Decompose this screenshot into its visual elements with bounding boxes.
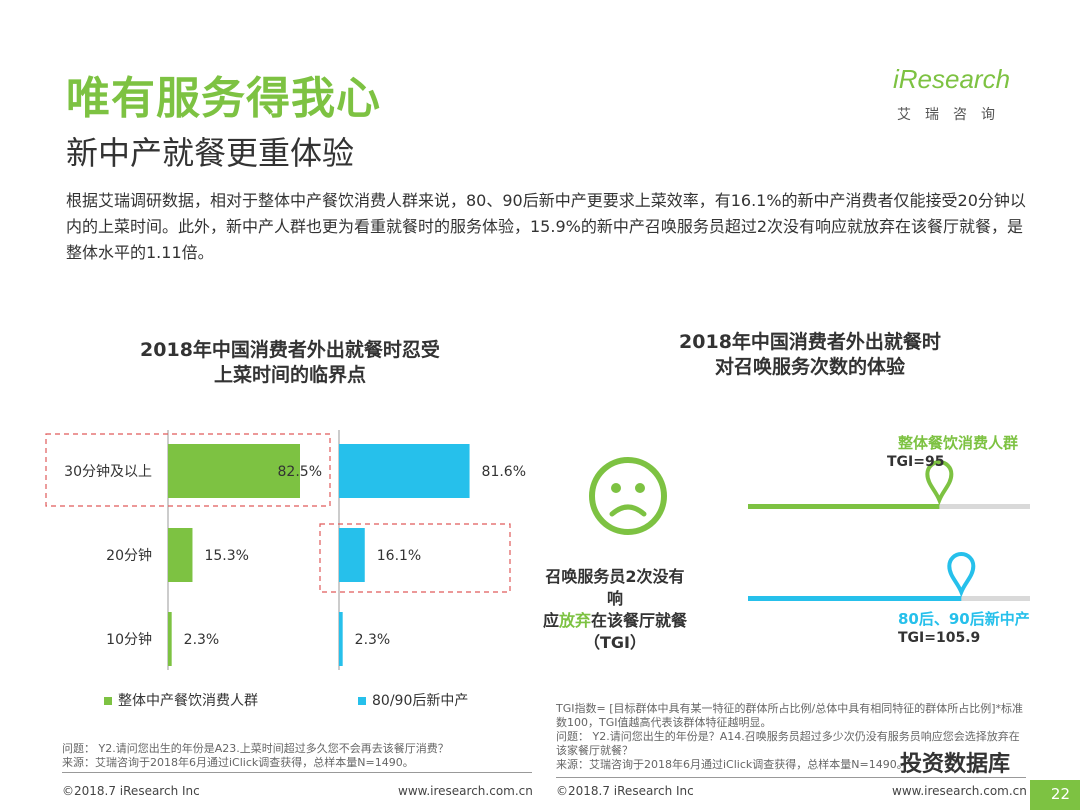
face-caption-part2b: 在该餐厅就餐 xyxy=(591,611,688,630)
bar-2 xyxy=(339,528,365,582)
left-notes: 问题： Y2.请问您出生的年份是A23.上菜时间超过多久您不会再去该餐厅消费？ … xyxy=(62,742,532,770)
legend-label-series1: 整体中产餐饮消费人群 xyxy=(118,693,258,709)
category-label: 30分钟及以上 xyxy=(64,463,152,480)
series1-tgi-label: TGI=95 xyxy=(887,454,944,470)
series2-name-label: 80后、90后新中产 xyxy=(898,610,1030,628)
iresearch-logo: iResearch 艾瑞咨询 xyxy=(893,64,1033,124)
value-label: 81.6% xyxy=(482,464,526,480)
legend-swatch-blue xyxy=(358,697,366,705)
right-chart-title-line1: 2018年中国消费者外出就餐时 xyxy=(679,331,941,353)
left-chart-title: 2018年中国消费者外出就餐时忍受 上菜时间的临界点 xyxy=(100,338,480,388)
page-title: 唯有服务得我心 xyxy=(66,73,381,124)
left-copyright: ©2018.7 iResearch Inc xyxy=(62,784,200,798)
face-caption: 召唤服务员2次没有响 应放弃在该餐厅就餐 （TGI） xyxy=(540,566,690,654)
left-url: www.iresearch.com.cn xyxy=(398,784,533,798)
right-source: 来源：艾瑞咨询于2018年6月通过iClick调查获得，总样本量N=1490。 xyxy=(556,758,908,771)
face-caption-part2a: 应 xyxy=(542,611,559,630)
left-divider xyxy=(62,772,532,773)
right-divider xyxy=(556,777,1026,778)
right-chart-title-line2: 对召唤服务次数的体验 xyxy=(714,356,905,378)
right-tgi-chart: 整体餐饮消费人群 TGI=95 80后、90后新中产 TGI=105.9 xyxy=(748,434,1030,646)
right-tgi-note: TGI指数= [目标群体中具有某一特征的群体所占比例/总体中具有相同特征的群体所… xyxy=(556,702,1023,729)
bar-1 xyxy=(168,612,172,666)
series2-tgi-label: TGI=105.9 xyxy=(898,630,980,646)
right-copyright: ©2018.7 iResearch Inc xyxy=(556,784,694,798)
right-chart-title: 2018年中国消费者外出就餐时 对召唤服务次数的体验 xyxy=(620,330,1000,380)
value-label: 2.3% xyxy=(184,632,220,648)
face-caption-highlight: 放弃 xyxy=(558,611,591,630)
face-caption-line2: 应放弃在该餐厅就餐 xyxy=(540,610,690,632)
sad-face-icon xyxy=(589,457,667,535)
category-label: 20分钟 xyxy=(106,547,152,564)
face-caption-line1: 召唤服务员2次没有响 xyxy=(545,567,685,608)
page-number: 22 xyxy=(1050,785,1070,803)
value-label: 15.3% xyxy=(204,548,248,564)
right-url: www.iresearch.com.cn xyxy=(892,784,1027,798)
watermark-text: 投资数据库 xyxy=(900,752,1011,777)
right-question: 问题： Y2.请问您出生的年份是？A14.召唤服务员超过多少次仍没有服务员响应您… xyxy=(556,730,1020,757)
legend-label-series2: 80/90后新中产 xyxy=(372,693,469,709)
face-caption-line3: （TGI） xyxy=(583,633,646,652)
left-bar-chart: 30分钟及以上 82.5% 81.6% 20分钟 15.3% 16.1% 10分钟 2.3% 2… xyxy=(45,430,526,670)
tgi-bar-1 xyxy=(748,504,940,509)
right-bars-group xyxy=(748,460,976,601)
tgi-bar-2 xyxy=(748,596,962,601)
bar-1 xyxy=(168,528,193,582)
value-label: 82.5% xyxy=(278,464,322,480)
right-notes: TGI指数= [目标群体中具有某一特征的群体所占比例/总体中具有相同特征的群体所… xyxy=(556,702,1026,772)
bar-1 xyxy=(168,444,300,498)
value-label: 16.1% xyxy=(377,548,421,564)
map-pin-shape xyxy=(925,460,954,506)
highlight-box-30min xyxy=(45,433,331,507)
page-subtitle: 新中产就餐更重体验 xyxy=(66,134,355,172)
map-pin-icon xyxy=(925,460,954,506)
map-pin-icon xyxy=(947,552,976,598)
legend-swatch-green xyxy=(104,697,112,705)
bar-2 xyxy=(339,612,343,666)
page-number-badge: 22 xyxy=(1030,780,1080,810)
left-source: 来源：艾瑞咨询于2018年6月通过iClick调查获得，总样本量N=1490。 xyxy=(62,756,414,769)
left-question: 问题： Y2.请问您出生的年份是A23.上菜时间超过多久您不会再去该餐厅消费？ xyxy=(62,742,449,755)
highlight-box-20min xyxy=(319,523,511,593)
map-pin-shape xyxy=(947,552,976,598)
legend-series1: 整体中产餐饮消费人群 xyxy=(104,690,258,710)
logo-text: iResearch xyxy=(893,64,1011,94)
intro-paragraph: 根据艾瑞调研数据，相对于整体中产餐饮消费人群来说，80、90后新中产更要求上菜效… xyxy=(66,191,1026,262)
left-chart-title-line1: 2018年中国消费者外出就餐时忍受 xyxy=(140,339,440,361)
value-label: 2.3% xyxy=(355,632,391,648)
left-chart-title-line2: 上菜时间的临界点 xyxy=(213,364,366,386)
left-bars-group: 30分钟及以上 82.5% 81.6% 20分钟 15.3% 16.1% 10分钟 2.3% 2… xyxy=(64,444,526,666)
logo-cn-text: 艾瑞咨询 xyxy=(897,107,1009,123)
legend-series2: 80/90后新中产 xyxy=(358,690,468,710)
bar-2 xyxy=(339,444,470,498)
category-label: 10分钟 xyxy=(106,631,152,648)
series1-name-label: 整体餐饮消费人群 xyxy=(898,434,1018,452)
